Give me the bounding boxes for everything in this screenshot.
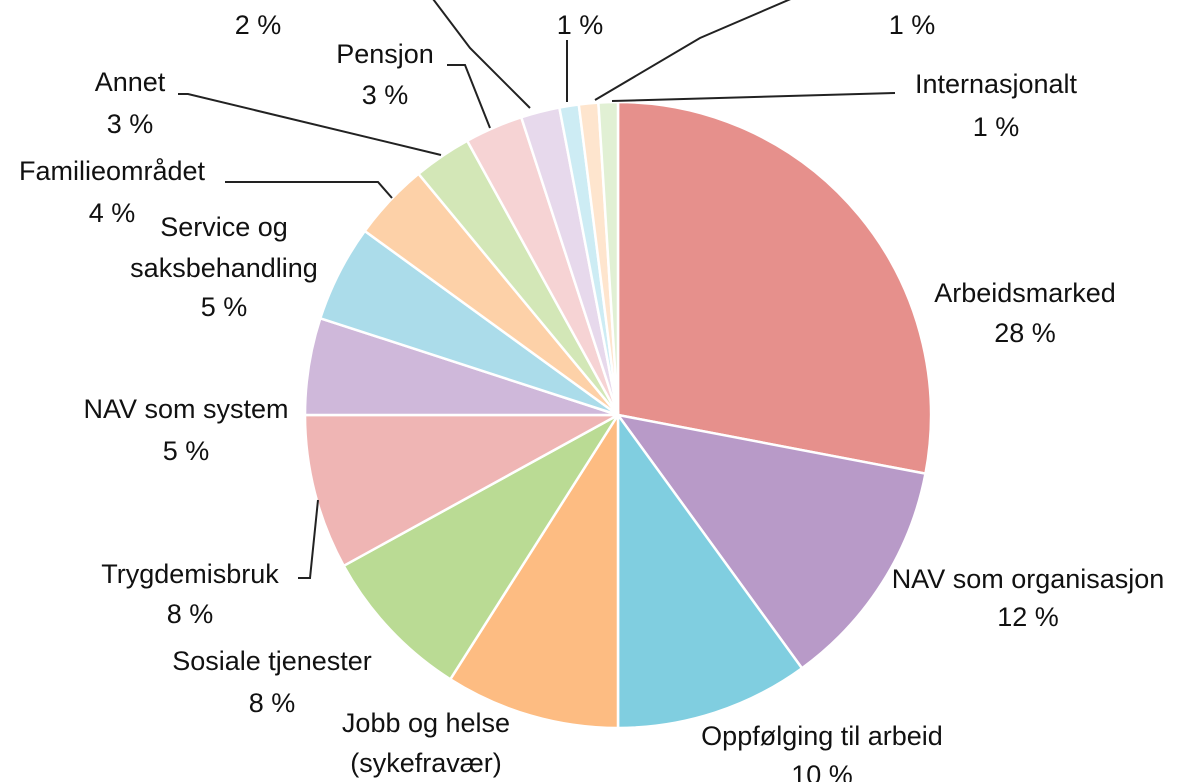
label-oppfolging-name: Oppfølging til arbeid (701, 721, 943, 751)
label-service-line2: saksbehandling (130, 253, 318, 283)
label-familie-name: Familieområdet (19, 156, 206, 186)
pie-slices (303, 100, 933, 730)
leader-lines (178, 0, 896, 579)
pie-slice-internasjonalt (597, 100, 620, 416)
pie-slice-arbeidsmarked (616, 100, 933, 476)
pie-slice-jobb-og-helse-sykefravær (448, 410, 620, 730)
label-service-line1: Service og (160, 212, 288, 242)
leader-top-left (432, 0, 531, 109)
label-top-right-pct: 1 % (889, 10, 936, 40)
label-pensjon-pct: 3 % (362, 80, 409, 110)
label-annet-pct: 3 % (107, 109, 154, 139)
label-sosiale-pct: 8 % (249, 688, 296, 718)
pie-slice-oppfølging-til-arbeid (616, 411, 804, 730)
leader-internasjonalt (611, 92, 896, 102)
label-internasjonalt-pct: 1 % (973, 112, 1020, 142)
leader-familie (225, 181, 393, 199)
pie-slice-sosiale-tjenester (342, 413, 620, 681)
label-nav-org-pct: 12 % (997, 602, 1059, 632)
label-sosiale-name: Sosiale tjenester (172, 646, 372, 676)
label-familie-pct: 4 % (89, 198, 136, 228)
label-oppfolging-pct: 10 % (791, 760, 853, 782)
label-top-mid-pct: 1 % (557, 10, 604, 40)
label-service-pct: 5 % (201, 292, 248, 322)
label-jobb-helse-line2: (sykefravær) (350, 748, 502, 778)
data-labels: 2 % 1 % 1 % Internasjonalt 1 % Pensjon 3… (19, 10, 1164, 782)
label-top-left-pct: 2 % (235, 10, 282, 40)
label-nav-system-name: NAV som system (83, 394, 288, 424)
label-jobb-helse-line1: Jobb og helse (342, 708, 510, 738)
label-pensjon-name: Pensjon (336, 39, 434, 69)
label-trygdemisbruk-name: Trygdemisbruk (101, 559, 279, 589)
label-annet-name: Annet (95, 67, 166, 97)
label-nav-org-name: NAV som organisasjon (892, 564, 1165, 594)
label-internasjonalt-name: Internasjonalt (915, 69, 1078, 99)
leader-trygdemisbruk (298, 499, 319, 579)
leader-annet (178, 93, 442, 156)
label-trygdemisbruk-pct: 8 % (167, 599, 214, 629)
leader-pensjon (447, 64, 491, 129)
pie-slice-trygdemisbruk (303, 413, 619, 568)
label-arbeidsmarked-name: Arbeidsmarked (934, 278, 1116, 308)
label-nav-system-pct: 5 % (163, 436, 210, 466)
leader-top-right (594, 0, 791, 101)
label-arbeidsmarked-pct: 28 % (994, 318, 1056, 348)
pie-slice-nav-som-organisasjon (615, 413, 927, 670)
